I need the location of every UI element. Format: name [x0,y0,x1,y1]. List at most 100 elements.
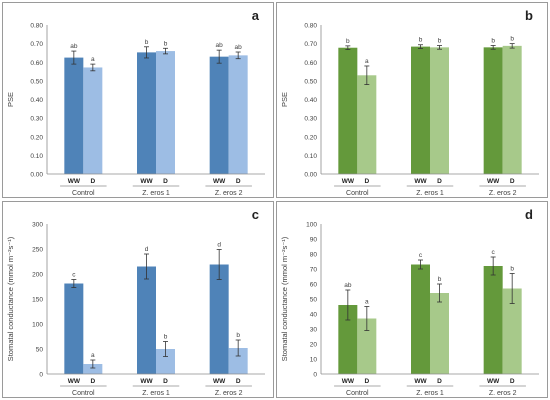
panel-letter: c [252,207,259,222]
y-tick-label: 0.50 [30,78,43,85]
x-tick-label: D [437,378,442,385]
x-tick-label: WW [68,378,81,385]
x-tick-label: WW [414,378,427,385]
significance-letter: c [72,272,76,279]
y-tick-label: 30 [310,327,318,334]
x-tick-label: D [236,178,241,185]
chart-c: c Stomatal conductance (mmol m⁻²s⁻¹) 0 50 10… [6,207,265,397]
y-tick-label: 0.60 [30,60,43,67]
panel-letter: a [252,8,260,23]
bar-z-eros-2-d [502,45,522,174]
y-tick-label: 0.50 [304,78,317,85]
panel-letter: b [525,8,533,23]
y-tick-label: 200 [32,272,43,279]
y-tick-label: 0.20 [304,134,317,141]
x-tick-label: WW [140,178,153,185]
y-tick-label: 80 [310,252,318,259]
x-group-label: Control [72,390,95,397]
x-tick-label: D [163,178,168,185]
significance-letter: d [217,242,221,249]
bar-z-eros-2-d [228,348,248,374]
significance-letter: b [438,276,442,283]
bar-z-eros-1-ww [411,46,430,175]
significance-letter: b [145,39,149,46]
y-tick-label: 50 [310,297,318,304]
significance-letter: b [164,334,168,341]
bar-z-eros-2-d [502,288,522,374]
x-group-label: Z. eros 2 [215,390,243,397]
x-group-label: Control [72,190,95,197]
x-group-label: Z. eros 2 [489,190,517,197]
significance-letter: a [365,299,369,306]
bar-z-eros-2-ww [209,264,229,374]
x-tick-label: D [90,178,95,185]
x-tick-label: D [437,178,442,185]
significance-letter: b [236,332,240,339]
significance-letter: b [491,37,495,44]
chart-d: d Stomatal conductance (mmol m⁻²s⁻¹) 0 10 20… [280,207,539,397]
x-tick-label: WW [342,378,355,385]
y-tick-label: 0.70 [304,41,317,48]
bar-z-eros-1-d [430,293,449,374]
y-axis-label: Stomatal conductance (mmol m⁻²s⁻¹) [280,236,289,361]
panel-a: a PSE 0.00 0.10 0.20 0.30 0.40 0.50 0.60 0.70 0.80… [2,2,274,198]
x-group-label: Z. eros 1 [142,390,170,397]
bar-control-d [83,67,103,174]
y-tick-label: 0.40 [304,97,317,104]
y-tick-label: 250 [32,247,43,254]
x-tick-label: D [90,378,95,385]
y-tick-label: 50 [36,347,44,354]
bar-control-ww [338,47,358,174]
x-tick-label: D [236,378,241,385]
x-tick-label: WW [213,178,226,185]
y-tick-label: 0.20 [30,134,43,141]
y-tick-label: 150 [32,297,43,304]
y-tick-label: 60 [310,282,318,289]
y-tick-label: 100 [32,322,43,329]
x-tick-label: D [510,378,515,385]
bar-control-ww [64,283,84,374]
x-group-label: Control [346,390,369,397]
significance-letter: ab [344,282,352,289]
bar-z-eros-2-d [228,55,248,174]
y-tick-label: 90 [310,237,318,244]
y-tick-label: 0.40 [30,97,43,104]
bar-z-eros-2-ww [209,56,229,174]
bar-control-ww [64,57,84,174]
x-tick-label: WW [487,378,500,385]
significance-letter: d [145,246,149,253]
significance-letter: ab [235,44,243,51]
chart-b: b PSE 0.00 0.10 0.20 0.30 0.40 0.50 0.60 0.70 0.80… [280,8,539,197]
bar-z-eros-2-ww [483,266,503,374]
y-tick-label: 10 [310,357,318,364]
x-tick-label: WW [140,378,153,385]
y-tick-label: 0 [313,372,317,379]
y-axis-label: PSE [6,92,15,107]
bar-z-eros-1-d [156,51,175,175]
y-tick-label: 0.00 [304,172,317,179]
y-tick-label: 0.10 [304,153,317,160]
y-tick-label: 0.00 [30,172,43,179]
bar-z-eros-1-d [156,349,175,374]
bar-z-eros-1-d [430,47,449,174]
panel-d: d Stomatal conductance (mmol m⁻²s⁻¹) 0 10 20… [276,201,548,398]
panel-b: b PSE 0.00 0.10 0.20 0.30 0.40 0.50 0.60 0.70 0.80… [276,2,548,198]
y-tick-label: 0.80 [304,23,317,30]
x-tick-label: WW [487,178,500,185]
significance-letter: b [164,40,168,47]
significance-letter: a [91,56,95,63]
x-group-label: Z. eros 2 [489,390,517,397]
x-group-label: Z. eros 1 [142,190,170,197]
significance-letter: b [438,37,442,44]
panel-c: c Stomatal conductance (mmol m⁻²s⁻¹) 0 50 10… [2,201,274,398]
bar-z-eros-1-ww [411,264,430,374]
y-tick-label: 100 [306,222,317,229]
x-tick-label: WW [68,178,81,185]
bar-control-d [83,364,103,374]
significance-letter: a [91,352,95,359]
y-tick-label: 0.30 [304,116,317,123]
y-tick-label: 0.70 [30,41,43,48]
x-tick-label: WW [414,178,427,185]
x-tick-label: D [364,378,369,385]
